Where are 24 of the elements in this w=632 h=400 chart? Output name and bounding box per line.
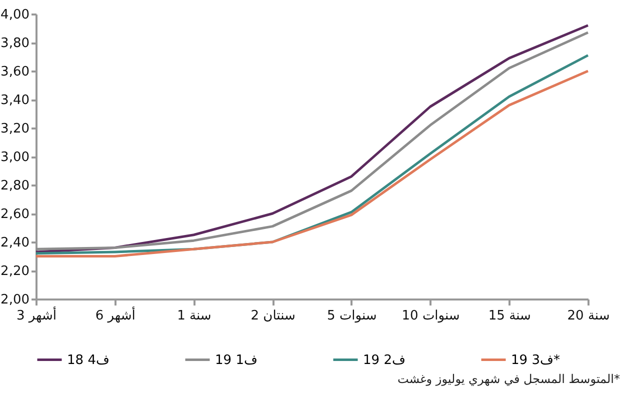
y-tick-label: 2,60 bbox=[0, 207, 30, 222]
x-tick-label: 3 أشهر bbox=[16, 306, 57, 324]
x-tick-label: 1 سنة bbox=[177, 308, 212, 324]
y-tick-label: 3,20 bbox=[0, 122, 30, 136]
x-tick-label: 6 أشهر bbox=[95, 306, 136, 324]
y-tick-label: 4,00 bbox=[0, 8, 30, 22]
legend-label: ف4 18 bbox=[67, 352, 110, 368]
text: *المتوسط المسجل في شهري يوليوز وغشت bbox=[398, 372, 620, 386]
y-tick-label: 2,80 bbox=[0, 178, 30, 194]
y-tick-label: 3,80 bbox=[0, 36, 30, 51]
y-tick-label: 3,60 bbox=[0, 64, 30, 80]
y-tick-label: 2,00 bbox=[0, 292, 30, 308]
x-tick-label: 20 سنة bbox=[567, 308, 610, 324]
y-tick-label: 3,40 bbox=[0, 93, 30, 108]
legend-label: ف3 19* bbox=[511, 352, 560, 368]
legend-label: ف2 19 bbox=[363, 352, 406, 368]
x-tick-label: 5 سنوات bbox=[327, 308, 377, 324]
y-tick-label: 3,00 bbox=[0, 150, 30, 165]
x-tick-label: 2 سنتان bbox=[250, 308, 296, 324]
x-tick-label: 15 سنة bbox=[488, 308, 531, 324]
legend-label: ف1 19 bbox=[215, 352, 258, 368]
x-tick-label: 10 سنوات bbox=[402, 308, 460, 324]
y-tick-label: 2,40 bbox=[0, 236, 30, 250]
y-tick-label: 2,20 bbox=[0, 264, 30, 279]
